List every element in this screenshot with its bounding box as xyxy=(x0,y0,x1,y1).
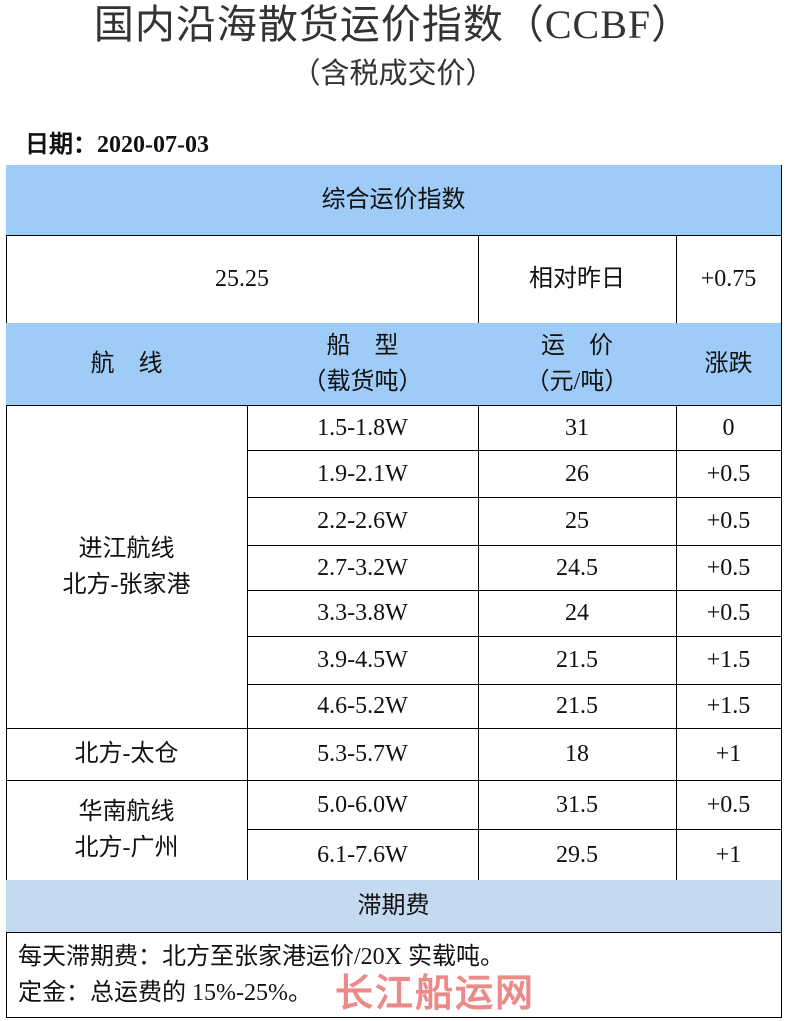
section-header: 综合运价指数 xyxy=(6,165,782,236)
route-text: 北方-广州 xyxy=(74,835,179,861)
price: 29.5 xyxy=(478,829,677,881)
title: 国内沿海散货运价指数（CCBF） xyxy=(93,2,693,47)
composite-index-text: 25.25 xyxy=(215,266,269,292)
change-text: +0.5 xyxy=(706,600,751,626)
route-text: 北方-张家港 xyxy=(62,571,191,598)
composite-index: 25.25 xyxy=(6,235,479,324)
route-text: 北方-太仓 xyxy=(74,741,179,767)
ship-size: 5.0-6.0W xyxy=(247,780,479,830)
compare-label: 相对昨日 xyxy=(478,235,677,324)
ship-size: 3.9-4.5W xyxy=(247,636,479,685)
compare-change: +0.75 xyxy=(676,235,782,324)
ship-size: 2.7-3.2W xyxy=(247,545,479,591)
column-header: 涨跌 xyxy=(676,323,782,406)
change: +1 xyxy=(676,829,782,881)
price-text: 24.5 xyxy=(556,554,598,581)
subtitle: （含税成交价） xyxy=(291,58,495,90)
ship-size-text: 2.2-2.6W xyxy=(317,508,408,534)
change: +1.5 xyxy=(676,684,782,729)
change: +1 xyxy=(676,728,782,781)
ship-size: 3.3-3.8W xyxy=(247,590,479,637)
ship-size-text: 3.3-3.8W xyxy=(317,600,408,626)
change-text: +0.5 xyxy=(706,554,751,581)
price-text: 21.5 xyxy=(556,647,598,673)
watermark: 长江船运网 xyxy=(335,973,536,1015)
route-text: 进江航线 xyxy=(78,535,175,562)
column-header: 航 线 xyxy=(6,323,248,406)
change-text: 0 xyxy=(722,414,735,441)
ship-size-text: 3.9-4.5W xyxy=(317,647,408,673)
change: +0.5 xyxy=(676,590,782,637)
column-header-text: 航 线 xyxy=(90,351,163,377)
column-header-text: 涨跌 xyxy=(704,351,753,377)
change: +1.5 xyxy=(676,636,782,685)
ship-size-text: 4.6-5.2W xyxy=(317,693,408,719)
date: 日期：2020-07-03 xyxy=(25,132,209,158)
ship-size-text: 1.5-1.8W xyxy=(317,414,408,441)
price: 24.5 xyxy=(478,545,677,591)
price: 26 xyxy=(478,450,677,498)
change-text: +1 xyxy=(715,841,742,868)
change-text: +1 xyxy=(715,741,742,767)
route: 华南航线北方-广州 xyxy=(6,780,248,881)
price: 31 xyxy=(478,405,677,451)
price: 25 xyxy=(478,497,677,546)
change: 0 xyxy=(676,405,782,451)
price-text: 31.5 xyxy=(556,791,598,818)
column-header: 船 型 （载货吨） xyxy=(247,323,479,406)
compare-change-text: +0.75 xyxy=(700,266,757,292)
notes-text: 定金：总运费的 15%-25%。 xyxy=(18,979,312,1006)
price-text: 18 xyxy=(565,741,589,767)
route: 北方-太仓 xyxy=(6,728,248,781)
ship-size-text: 6.1-7.6W xyxy=(317,841,408,868)
ship-size-text: 1.9-2.1W xyxy=(317,460,408,487)
ship-size: 4.6-5.2W xyxy=(247,684,479,729)
change: +0.5 xyxy=(676,780,782,830)
ship-size: 2.2-2.6W xyxy=(247,497,479,546)
notes-text: 每天滞期费：北方至张家港运价/20X 实载吨。 xyxy=(18,943,504,970)
ship-size: 6.1-7.6W xyxy=(247,829,479,881)
price-text: 21.5 xyxy=(556,693,598,719)
ship-size-text: 5.3-5.7W xyxy=(317,741,408,767)
price-text: 29.5 xyxy=(556,841,598,868)
price-text: 24 xyxy=(565,600,589,626)
price: 18 xyxy=(478,728,677,781)
compare-label-text: 相对昨日 xyxy=(529,266,625,292)
section-header-text: 滞期费 xyxy=(357,893,430,919)
change-text: +0.5 xyxy=(706,508,751,534)
price-text: 25 xyxy=(565,508,589,534)
column-header-text: （载货吨） xyxy=(302,369,423,395)
ship-size-text: 5.0-6.0W xyxy=(317,791,408,818)
column-header-text: 运 价 xyxy=(541,333,613,359)
table: 综合运价指数 25.25 相对昨日 +0.75 航 线 船 型 （载货吨） 运 价 （元/吨） 涨… xyxy=(6,165,782,1018)
column-header-text: （元/吨） xyxy=(525,369,629,395)
ship-size-text: 2.7-3.2W xyxy=(317,554,408,581)
change-text: +0.5 xyxy=(706,460,751,487)
column-header: 运 价 （元/吨） xyxy=(478,323,677,406)
route-text: 华南航线 xyxy=(78,799,175,825)
ship-size: 1.5-1.8W xyxy=(247,405,479,451)
change: +0.5 xyxy=(676,497,782,546)
price-text: 31 xyxy=(565,414,589,441)
change: +0.5 xyxy=(676,545,782,591)
change-text: +1.5 xyxy=(706,693,751,719)
section-header: 滞期费 xyxy=(6,880,782,933)
price: 24 xyxy=(478,590,677,637)
ship-size: 5.3-5.7W xyxy=(247,728,479,781)
section-header-text: 综合运价指数 xyxy=(321,187,466,213)
price: 21.5 xyxy=(478,636,677,685)
change: +0.5 xyxy=(676,450,782,498)
price: 21.5 xyxy=(478,684,677,729)
notes: 每天滞期费：北方至张家港运价/20X 实载吨。 定金：总运费的 15%-25%。 xyxy=(6,932,782,1018)
column-header-text: 船 型 xyxy=(326,333,399,359)
ship-size: 1.9-2.1W xyxy=(247,450,479,498)
price: 31.5 xyxy=(478,780,677,830)
route: 进江航线北方-张家港 xyxy=(6,405,248,729)
change-text: +1.5 xyxy=(706,647,751,673)
change-text: +0.5 xyxy=(706,791,751,818)
price-text: 26 xyxy=(565,460,589,487)
